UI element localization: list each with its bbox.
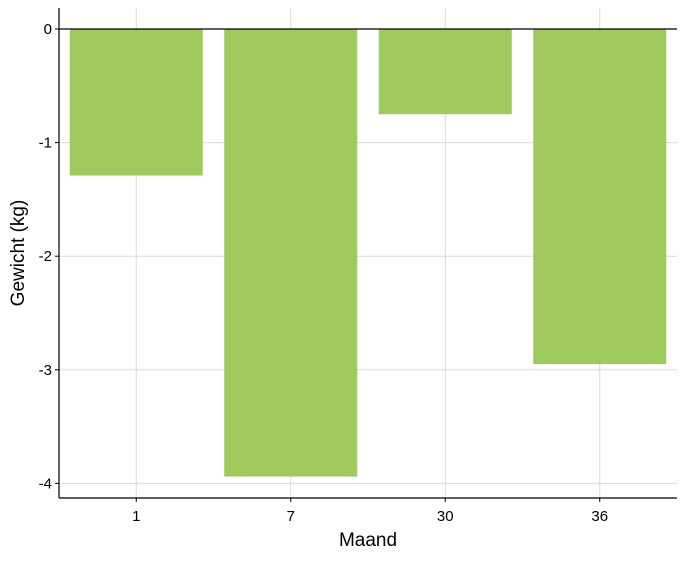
y-tick-label: -2 [39,248,52,265]
tick-labels: 0 -1 -2 -3 -4 1 7 30 36 [39,21,608,525]
y-tick-label: -1 [39,135,52,152]
x-tick-label: 7 [287,508,295,525]
bars [69,29,667,477]
bar-month-1 [69,29,203,176]
x-tick-label: 36 [591,508,608,525]
y-axis-title: Gewicht (kg) [8,200,29,307]
y-tick-label: -4 [39,475,52,492]
x-tick-label: 30 [437,508,454,525]
bar-month-30 [378,29,512,115]
y-tick-label: 0 [44,21,52,38]
bar-month-7 [224,29,358,477]
x-tick-label: 1 [132,508,140,525]
bar-month-36 [533,29,667,365]
axes [55,8,677,502]
x-axis-title: Maand [339,530,397,551]
y-tick-label: -3 [39,362,52,379]
